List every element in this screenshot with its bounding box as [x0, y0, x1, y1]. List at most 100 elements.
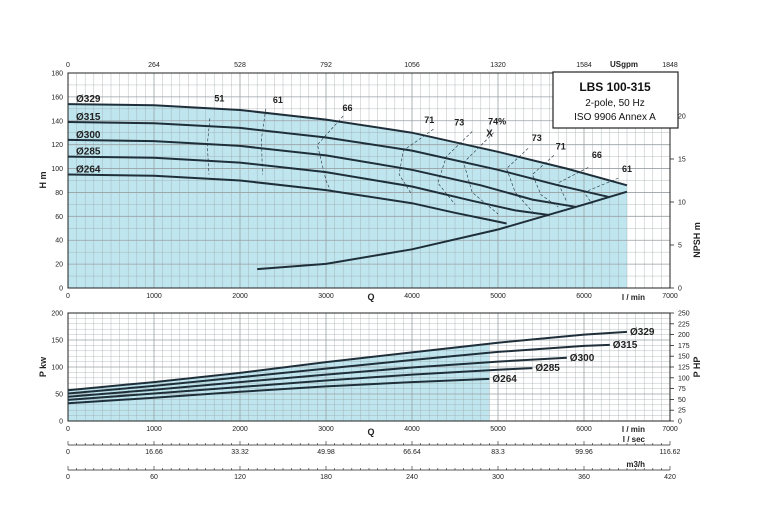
- usgpm-tick-label: 1848: [662, 62, 678, 69]
- npsh-tick-label: 5: [678, 243, 682, 250]
- secondary-axis-tick-label: 116.62: [660, 449, 681, 456]
- efficiency-label: 51: [214, 94, 224, 104]
- head-curve-3: [67, 155, 550, 217]
- efficiency-label: 71: [424, 115, 434, 125]
- head-curve-4: [67, 173, 507, 225]
- power-y-tick-label: 0: [59, 419, 63, 426]
- head-x-axis-title: Q: [367, 292, 374, 302]
- power-curve-2: [67, 356, 567, 398]
- secondary-axis-tick-label: 0: [66, 449, 70, 456]
- hp-tick-label: 25: [678, 408, 686, 415]
- power-x-tick-label: 3000: [318, 426, 334, 433]
- secondary-axis-unit: m3/h: [626, 460, 645, 469]
- power-curve-4: [67, 377, 490, 405]
- power-y-tick-label: 200: [51, 311, 63, 318]
- npsh-tick-label: 10: [678, 200, 686, 207]
- efficiency-dashed-line: [506, 148, 533, 212]
- efficiency-dashed-line: [317, 115, 344, 191]
- efficiency-label: 74%: [488, 116, 506, 126]
- power-x-tick-label: 1000: [146, 426, 162, 433]
- secondary-axis-tick-label: 60: [150, 474, 158, 481]
- power-x-tick-label: 5000: [490, 426, 506, 433]
- power-x-tick-label: 7000: [662, 426, 678, 433]
- head-y-tick-label: 80: [55, 190, 63, 197]
- pump-speed-subtitle: 2-pole, 50 Hz: [585, 98, 644, 109]
- power-x-unit-label: l / min: [622, 425, 645, 434]
- hp-tick-label: 200: [678, 332, 690, 339]
- npsh-tick-label: 0: [678, 286, 682, 293]
- hp-tick-label: 50: [678, 397, 686, 404]
- head-curve-label: Ø315: [76, 112, 101, 123]
- hp-tick-label: 0: [678, 419, 682, 426]
- power-y-tick-label: 50: [55, 392, 63, 399]
- title-box: LBS 100-315 2-pole, 50 Hz ISO 9906 Annex…: [552, 71, 679, 129]
- power-chart-panel: 0501001502000255075100125150175200225250…: [38, 311, 702, 482]
- power-x-axis-title: Q: [367, 427, 374, 437]
- secondary-axis-tick-label: 33.32: [231, 449, 249, 456]
- power-curve-3: [67, 367, 533, 401]
- npsh-axis-title: NPSH m: [692, 222, 702, 258]
- usgpm-tick-label: 1320: [490, 62, 506, 69]
- head-y-tick-label: 180: [51, 71, 63, 78]
- bep-marker: X: [486, 129, 493, 140]
- secondary-axis-tick-label: 240: [406, 474, 418, 481]
- power-curve-1: [67, 343, 610, 395]
- secondary-axis-tick-label: 16.66: [145, 449, 163, 456]
- head-frame: [67, 72, 671, 289]
- head-x-tick-label: 0: [66, 293, 70, 300]
- efficiency-label: 61: [273, 95, 283, 105]
- power-curve-label: Ø264: [492, 374, 517, 385]
- power-x-tick-label: 0: [66, 426, 70, 433]
- efficiency-dashed-line: [583, 177, 619, 205]
- power-x-tick-label: 4000: [404, 426, 420, 433]
- hp-tick-label: 225: [678, 321, 690, 328]
- secondary-axis-tick-label: 360: [578, 474, 590, 481]
- npsh-curve: [257, 190, 628, 271]
- secondary-axis-tick-label: 66.64: [403, 449, 421, 456]
- secondary-axis-tick-label: 99.96: [575, 449, 593, 456]
- head-y-tick-label: 40: [55, 238, 63, 245]
- head-y-tick-label: 160: [51, 94, 63, 101]
- head-curve-label: Ø285: [76, 147, 101, 158]
- usgpm-tick-label: 792: [320, 62, 332, 69]
- secondary-axis-tick-label: 300: [492, 474, 504, 481]
- pump-model-title: LBS 100-315: [579, 80, 651, 94]
- power-curve-label: Ø285: [535, 363, 560, 374]
- head-x-unit-label: l / min: [622, 293, 645, 302]
- power-x-tick-label: 6000: [576, 426, 592, 433]
- power-y-tick-label: 100: [51, 365, 63, 372]
- head-y-tick-label: 0: [59, 286, 63, 293]
- head-curve-label: Ø329: [76, 94, 101, 105]
- head-axis-title: H m: [38, 171, 48, 188]
- head-y-tick-label: 100: [51, 166, 63, 173]
- head-y-tick-label: 60: [55, 214, 63, 221]
- hp-tick-label: 250: [678, 311, 690, 318]
- title-box-frame: [552, 71, 679, 129]
- efficiency-label: 61: [622, 164, 632, 174]
- usgpm-tick-label: 264: [148, 62, 160, 69]
- hp-tick-label: 100: [678, 375, 690, 382]
- head-x-tick-label: 3000: [318, 293, 334, 300]
- usgpm-tick-label: 1584: [576, 62, 592, 69]
- efficiency-label: 73: [454, 118, 464, 128]
- secondary-axis-tick-label: 83.3: [491, 449, 505, 456]
- npsh-tick-label: 20: [678, 114, 686, 121]
- usgpm-tick-label: 0: [66, 62, 70, 69]
- head-x-tick-label: 5000: [490, 293, 506, 300]
- head-curve-label: Ø264: [76, 165, 101, 176]
- hp-tick-label: 75: [678, 386, 686, 393]
- hp-tick-label: 125: [678, 365, 690, 372]
- head-x-tick-label: 7000: [662, 293, 678, 300]
- head-curve-label: Ø300: [76, 130, 101, 141]
- pump-standard-subtitle: ISO 9906 Annex A: [574, 112, 656, 123]
- efficiency-label: 66: [592, 150, 602, 160]
- npsh-tick-label: 15: [678, 157, 686, 164]
- head-y-tick-label: 140: [51, 118, 63, 125]
- secondary-axis-tick-label: 180: [320, 474, 332, 481]
- efficiency-label: 66: [342, 103, 352, 113]
- power-curve-label: Ø329: [630, 327, 655, 338]
- head-x-tick-label: 2000: [232, 293, 248, 300]
- head-x-tick-label: 4000: [404, 293, 420, 300]
- efficiency-label: 73: [532, 133, 542, 143]
